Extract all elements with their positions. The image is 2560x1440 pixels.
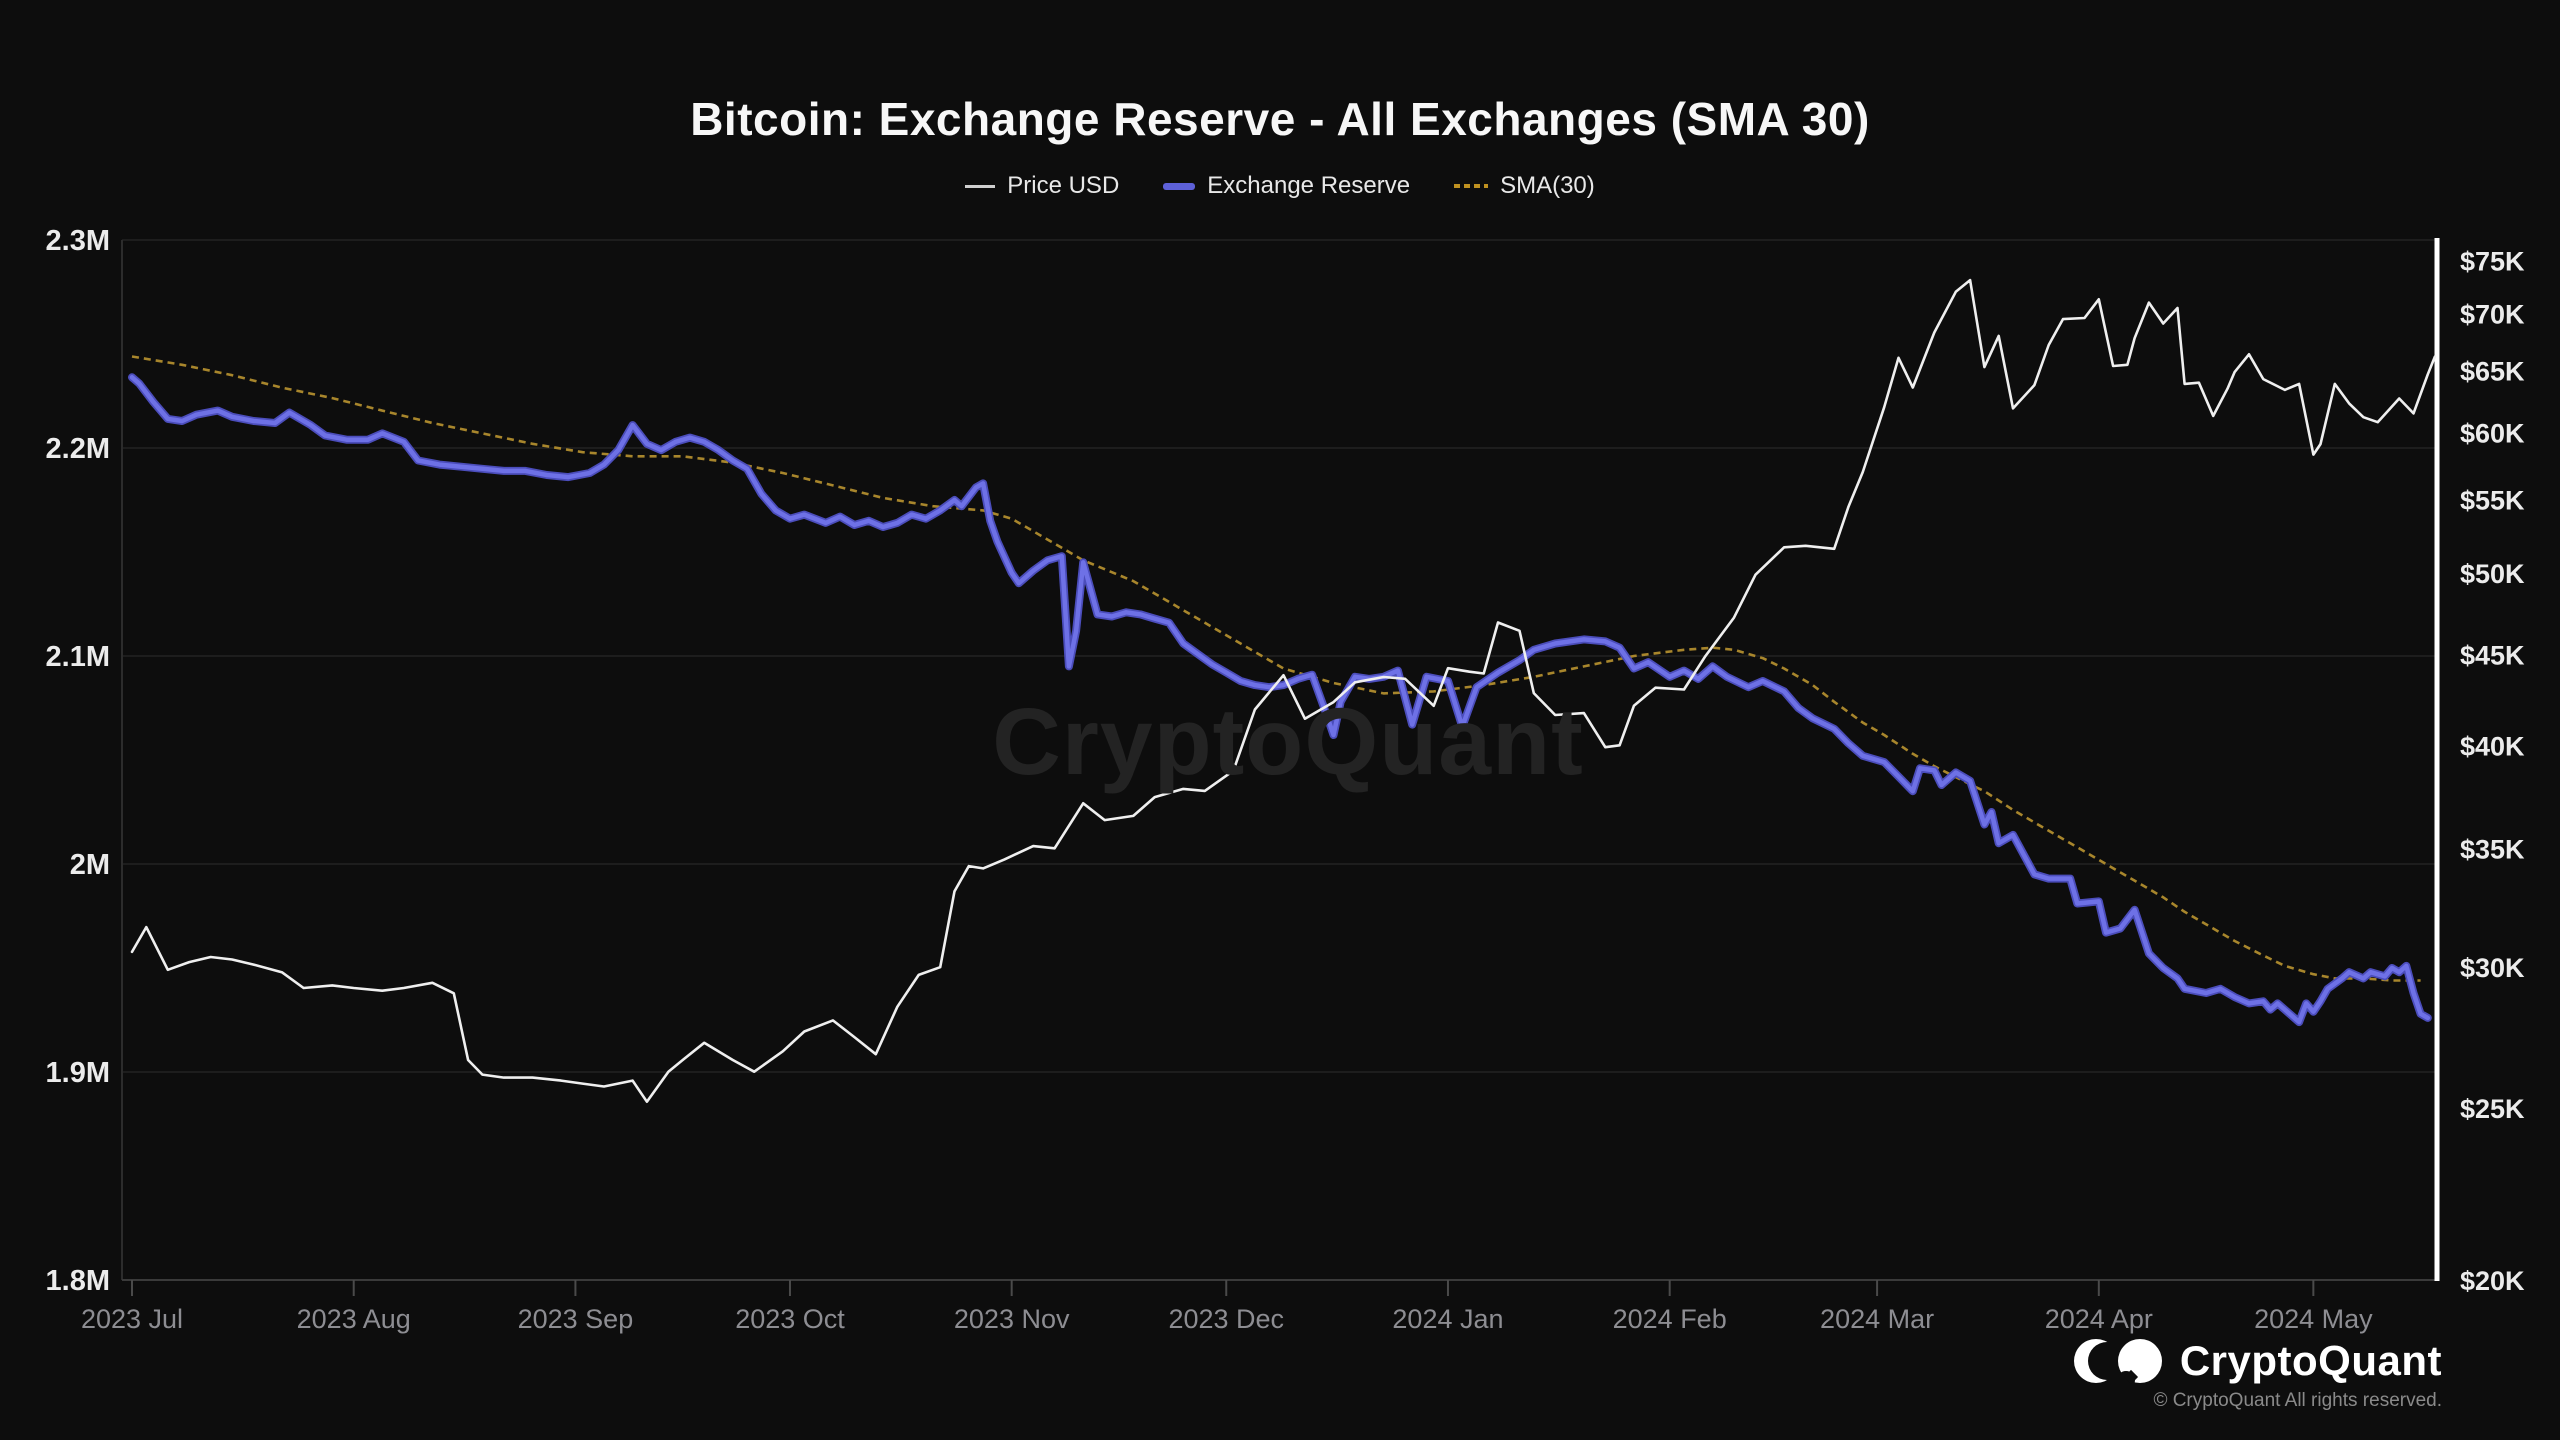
legend-label-price: Price USD bbox=[1007, 172, 1120, 199]
reserve-line bbox=[129, 375, 2431, 1025]
x-axis-label: 2024 Apr bbox=[2045, 1304, 2153, 1334]
price-line bbox=[130, 278, 2437, 1103]
sma-line bbox=[131, 355, 2421, 982]
left-axis-label: 2.3M bbox=[46, 225, 110, 257]
legend-label-reserve: Exchange Reserve bbox=[1207, 172, 1411, 199]
x-axis-label: 2024 May bbox=[2254, 1304, 2373, 1334]
right-axis-label: $75K bbox=[2460, 246, 2525, 276]
legend-item-price[interactable]: Price USD bbox=[965, 172, 1119, 200]
right-axis-label: $35K bbox=[2460, 834, 2525, 864]
reserve-line-swatch-icon bbox=[1163, 182, 1196, 190]
x-axis-label: 2023 Jul bbox=[81, 1304, 183, 1334]
sma-line-swatch-icon bbox=[1454, 184, 1489, 188]
left-axis-label: 2.1M bbox=[46, 641, 110, 673]
right-axis-label: $40K bbox=[2460, 731, 2525, 761]
chart-legend: Price USD Exchange Reserve SMA(30) bbox=[0, 172, 2560, 200]
cryptoquant-logo-icon bbox=[2073, 1339, 2162, 1385]
legend-item-reserve[interactable]: Exchange Reserve bbox=[1163, 172, 1410, 200]
x-axis-label: 2024 Mar bbox=[1820, 1304, 1934, 1334]
right-axis-label: $55K bbox=[2460, 486, 2525, 516]
x-axis-label: 2024 Jan bbox=[1392, 1304, 1503, 1334]
x-axis-label: 2024 Feb bbox=[1613, 1304, 1727, 1334]
legend-item-sma[interactable]: SMA(30) bbox=[1454, 172, 1595, 200]
reserve-line-glow bbox=[128, 373, 2432, 1027]
left-axis-label: 2.2M bbox=[46, 433, 110, 465]
x-axis-label: 2023 Aug bbox=[297, 1304, 411, 1334]
right-axis-label: $20K bbox=[2460, 1266, 2525, 1296]
x-axis-label: 2023 Nov bbox=[954, 1304, 1070, 1334]
legend-label-sma: SMA(30) bbox=[1500, 172, 1595, 199]
right-axis-label: $50K bbox=[2460, 559, 2525, 589]
right-axis-label: $30K bbox=[2460, 953, 2525, 983]
left-axis-label: 2M bbox=[70, 849, 110, 881]
chart-title: Bitcoin: Exchange Reserve - All Exchange… bbox=[690, 93, 1870, 145]
right-axis-label: $60K bbox=[2460, 418, 2525, 448]
cryptoquant-brand-text[interactable]: CryptoQuant bbox=[2179, 1337, 2442, 1384]
x-axis-label: 2023 Oct bbox=[735, 1304, 845, 1334]
copyright-text: © CryptoQuant All rights reserved. bbox=[2153, 1390, 2442, 1411]
right-axis-label: $45K bbox=[2460, 640, 2525, 670]
left-axis-label: 1.8M bbox=[46, 1265, 110, 1297]
left-axis-label: 1.9M bbox=[46, 1057, 110, 1089]
x-axis-label: 2023 Dec bbox=[1168, 1304, 1284, 1334]
footer: CryptoQuant © CryptoQuant All rights res… bbox=[2073, 1336, 2442, 1412]
right-axis-label: $70K bbox=[2460, 300, 2525, 330]
x-axis-label: 2023 Sep bbox=[518, 1304, 634, 1334]
price-line-swatch-icon bbox=[965, 184, 996, 188]
right-axis-label: $65K bbox=[2460, 357, 2525, 387]
right-axis-label: $25K bbox=[2460, 1094, 2525, 1124]
